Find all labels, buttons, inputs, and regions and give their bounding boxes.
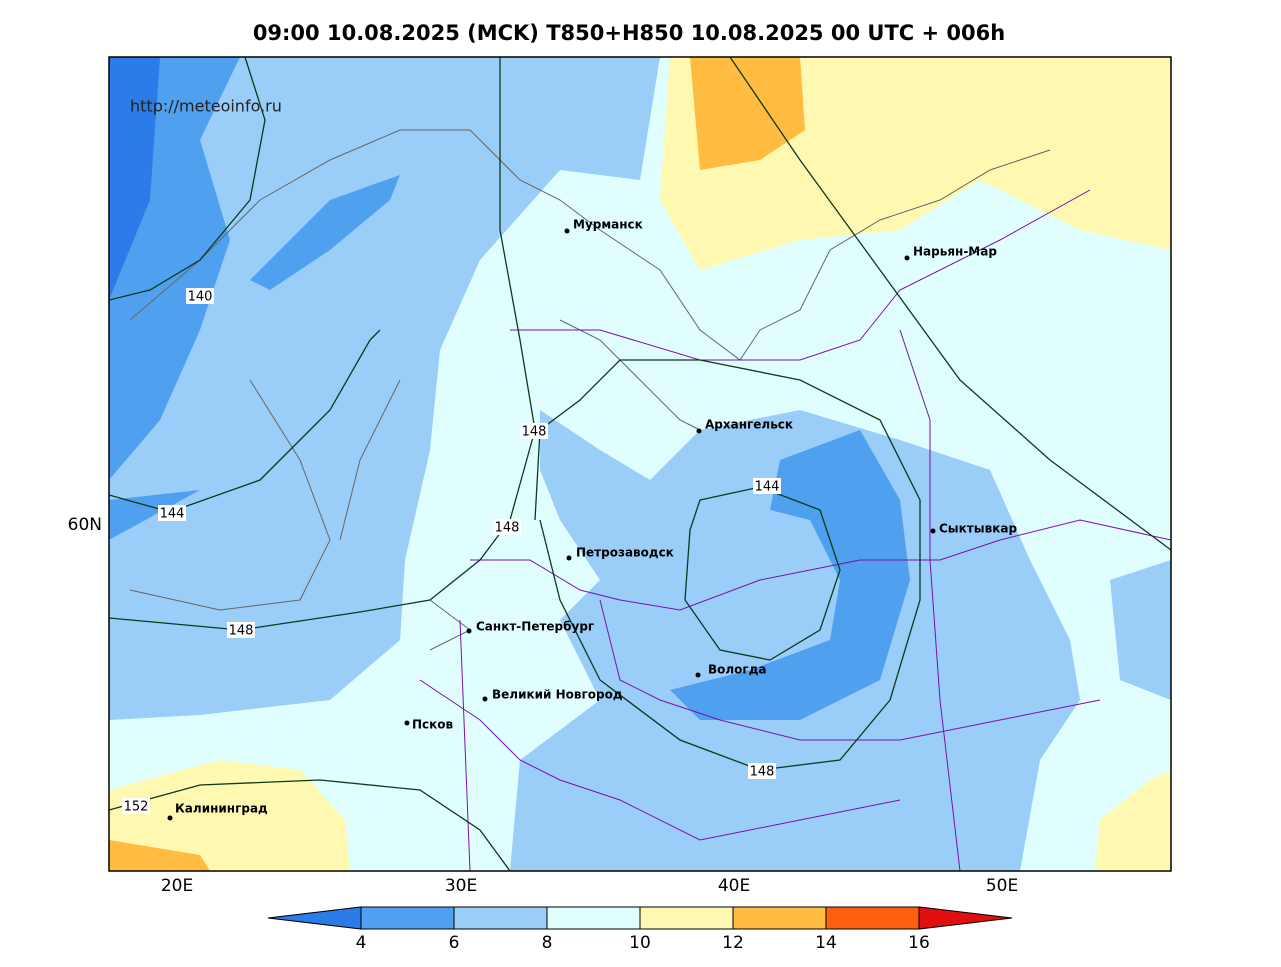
contour-label: 148 xyxy=(495,521,520,536)
city-label: Великий Новгород xyxy=(492,688,623,702)
city-label: Псков xyxy=(412,718,454,732)
x-axis-label: 50E xyxy=(986,876,1018,896)
contour-label-bg xyxy=(753,478,781,494)
city-dot xyxy=(564,228,570,234)
city-dot xyxy=(695,672,701,678)
field-4-6 xyxy=(670,430,910,720)
colorbar-box xyxy=(453,906,548,930)
city-dot xyxy=(404,720,410,726)
x-axis-label: 40E xyxy=(718,876,750,896)
field-12-14 xyxy=(690,57,805,170)
field-6-8 xyxy=(510,410,1080,871)
contour-label: 140 xyxy=(188,290,213,305)
field-below-4 xyxy=(109,57,160,300)
x-axis-label: 30E xyxy=(445,876,477,896)
city-label: Вологда xyxy=(708,663,766,677)
city-dot xyxy=(930,528,936,534)
colorbar-tick-label: 12 xyxy=(722,933,744,953)
field-12-14 xyxy=(109,840,210,871)
colorbar-extend-high xyxy=(918,906,1013,930)
contour-label-bg xyxy=(227,622,255,638)
city-label: Калининград xyxy=(175,802,268,816)
colorbar-box xyxy=(639,906,734,930)
map-area xyxy=(109,57,1171,871)
colorbar: 4 6 8 10 12 14 16 xyxy=(267,906,1013,953)
contour-label: 144 xyxy=(755,480,780,495)
colorbar-tick-label: 10 xyxy=(629,933,651,953)
contour-label: 152 xyxy=(124,800,149,815)
city-label: Петрозаводск xyxy=(576,546,674,560)
colorbar-tick-label: 16 xyxy=(908,933,930,953)
city-label: Нарьян-Мар xyxy=(913,245,997,259)
city-dot xyxy=(167,815,173,821)
field-6-8 xyxy=(109,57,660,720)
contour-label-bg xyxy=(748,763,776,779)
city-label: Санкт-Петербург xyxy=(476,620,594,634)
colorbar-extend-low xyxy=(267,906,362,930)
city-dot xyxy=(466,628,472,634)
contour-label-bg xyxy=(520,423,548,439)
colorbar-tick-label: 6 xyxy=(449,933,460,953)
y-axis-label: 60N xyxy=(68,515,102,535)
colorbar-box xyxy=(360,906,455,930)
contour xyxy=(109,779,511,871)
colorbar-box xyxy=(825,906,920,930)
city-dot xyxy=(904,255,910,261)
contour xyxy=(534,359,921,771)
city-dot xyxy=(566,555,572,561)
contour-label-bg xyxy=(493,519,521,535)
contour-labels: 140 144 148 148 148 144 148 152 xyxy=(122,288,781,815)
contour xyxy=(109,57,266,301)
field-4-6 xyxy=(109,57,400,540)
colorbar-tick-label: 4 xyxy=(356,933,367,953)
colorbar-box xyxy=(732,906,827,930)
contour xyxy=(684,486,841,661)
title: 09:00 10.08.2025 (MCK) T850+H850 10.08.2… xyxy=(253,21,1005,45)
x-axis-label: 20E xyxy=(161,876,193,896)
contour-label-bg xyxy=(158,505,186,521)
source-url: http://meteoinfo.ru xyxy=(130,97,282,116)
colorbar-box xyxy=(546,906,641,930)
contour-label: 144 xyxy=(160,507,185,522)
colorbar-tick-label: 8 xyxy=(542,933,553,953)
contour-label-bg xyxy=(186,288,214,304)
city-dot xyxy=(482,696,488,702)
contour xyxy=(109,57,536,631)
contour-label: 148 xyxy=(750,765,775,780)
city-dot xyxy=(696,428,702,434)
border xyxy=(419,189,1171,871)
cities: Мурманск Нарьян-Мар Архангельск Сыктывка… xyxy=(167,218,1017,821)
contour-label-bg xyxy=(122,798,150,814)
map-frame xyxy=(108,56,1172,872)
contour-label: 148 xyxy=(522,425,547,440)
field-6-8 xyxy=(1110,560,1171,700)
contour-label: 148 xyxy=(229,624,254,639)
colorbar-tick-label: 14 xyxy=(815,933,837,953)
city-label: Мурманск xyxy=(573,218,643,232)
field-10-12 xyxy=(109,760,1171,871)
city-label: Архангельск xyxy=(705,418,793,432)
city-label: Сыктывкар xyxy=(939,522,1017,536)
contour xyxy=(729,57,1171,551)
